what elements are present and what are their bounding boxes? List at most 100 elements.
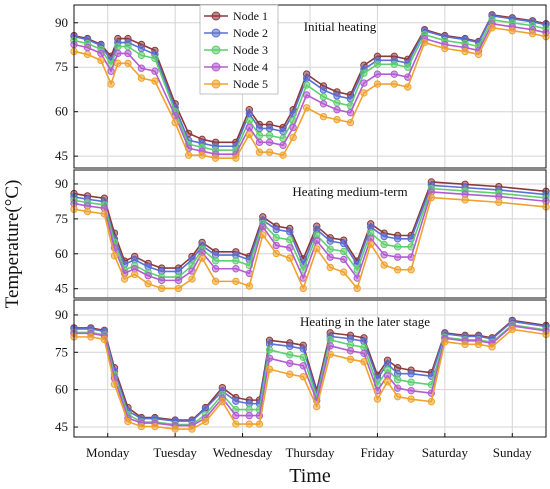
data-point	[279, 151, 287, 159]
data-point	[299, 345, 307, 353]
data-point	[346, 108, 355, 117]
data-point	[340, 255, 348, 264]
data-point	[286, 244, 294, 252]
data-point	[157, 276, 166, 285]
data-point	[265, 354, 274, 362]
data-point	[326, 342, 334, 350]
data-point	[326, 336, 334, 344]
legend-label: Node 5	[233, 77, 268, 91]
panel-frame	[73, 4, 547, 169]
data-point	[232, 265, 240, 273]
data-point	[383, 360, 392, 368]
data-point	[393, 364, 402, 372]
data-point	[360, 79, 368, 87]
legend-label: Node 1	[233, 9, 268, 23]
panel-title: Initial heating	[304, 19, 377, 34]
data-point	[198, 151, 206, 159]
data-point	[232, 257, 240, 265]
data-point	[259, 231, 267, 239]
data-point	[461, 196, 469, 204]
data-point	[272, 241, 280, 250]
series-line	[73, 15, 547, 148]
data-point	[188, 275, 196, 283]
data-point	[326, 245, 334, 253]
data-point	[407, 395, 415, 403]
data-point	[360, 69, 368, 77]
data-point	[265, 148, 274, 156]
data-point	[100, 210, 109, 218]
x-axis-title: Time	[289, 465, 331, 487]
data-point	[360, 89, 368, 97]
data-point	[373, 395, 382, 403]
data-point	[218, 397, 227, 406]
x-tick-label: Wednesday	[213, 445, 273, 460]
data-point	[245, 399, 254, 408]
data-point	[232, 277, 240, 286]
data-point	[360, 343, 368, 352]
series-node-5	[70, 24, 550, 162]
data-point	[137, 64, 146, 72]
data-point	[174, 276, 183, 285]
legend-swatch-marker	[211, 11, 221, 21]
data-point	[157, 284, 166, 293]
data-point	[272, 233, 280, 242]
data-point	[245, 405, 254, 414]
data-point	[272, 249, 280, 258]
data-point	[528, 29, 537, 38]
data-point	[461, 47, 469, 56]
data-point	[83, 43, 92, 52]
data-point	[211, 265, 220, 273]
data-point	[346, 355, 355, 363]
legend: Node 1 Node 2 Node 3 Node 4 Node 5	[199, 4, 279, 95]
data-point	[346, 341, 355, 349]
data-point	[333, 115, 341, 124]
legend-swatch-marker	[211, 28, 221, 38]
data-point	[114, 49, 122, 58]
data-point	[380, 251, 388, 259]
data-point	[508, 325, 516, 334]
data-point	[420, 38, 429, 47]
data-point	[151, 67, 159, 75]
data-point	[313, 402, 321, 411]
data-point	[124, 42, 132, 51]
data-point	[373, 60, 382, 68]
data-point	[130, 270, 139, 279]
panel-2: 45 60 75 90 Heating medium-term	[55, 169, 550, 299]
data-point	[137, 44, 146, 53]
data-point	[144, 272, 152, 280]
legend-swatch-marker	[211, 62, 221, 72]
data-point	[87, 333, 95, 341]
data-point	[299, 362, 307, 370]
data-point	[390, 60, 398, 68]
series-line	[73, 14, 547, 144]
data-point	[171, 118, 179, 127]
data-point	[245, 282, 254, 290]
data-point	[360, 358, 368, 366]
data-point	[340, 239, 348, 248]
data-point	[289, 123, 297, 132]
data-point	[390, 70, 398, 78]
data-point	[407, 386, 415, 395]
data-point	[265, 131, 274, 140]
data-point	[299, 353, 307, 361]
data-point	[373, 80, 382, 88]
panel-1: 45 60 75 90 Initial heating	[55, 4, 550, 169]
data-point	[461, 340, 469, 349]
data-point	[137, 74, 146, 82]
data-point	[265, 346, 274, 354]
y-tick-label: 45	[55, 281, 68, 296]
legend-label: Node 4	[233, 60, 268, 74]
data-point	[232, 397, 240, 405]
data-point	[508, 27, 516, 35]
data-point	[340, 247, 348, 256]
data-point	[346, 118, 355, 127]
data-point	[319, 93, 328, 101]
data-point	[366, 240, 375, 248]
data-point	[346, 347, 355, 355]
y-tick-label: 90	[55, 15, 68, 30]
data-point	[333, 99, 341, 107]
data-point	[124, 49, 132, 58]
data-point	[474, 50, 483, 59]
data-point	[404, 83, 412, 91]
data-point	[107, 80, 115, 88]
